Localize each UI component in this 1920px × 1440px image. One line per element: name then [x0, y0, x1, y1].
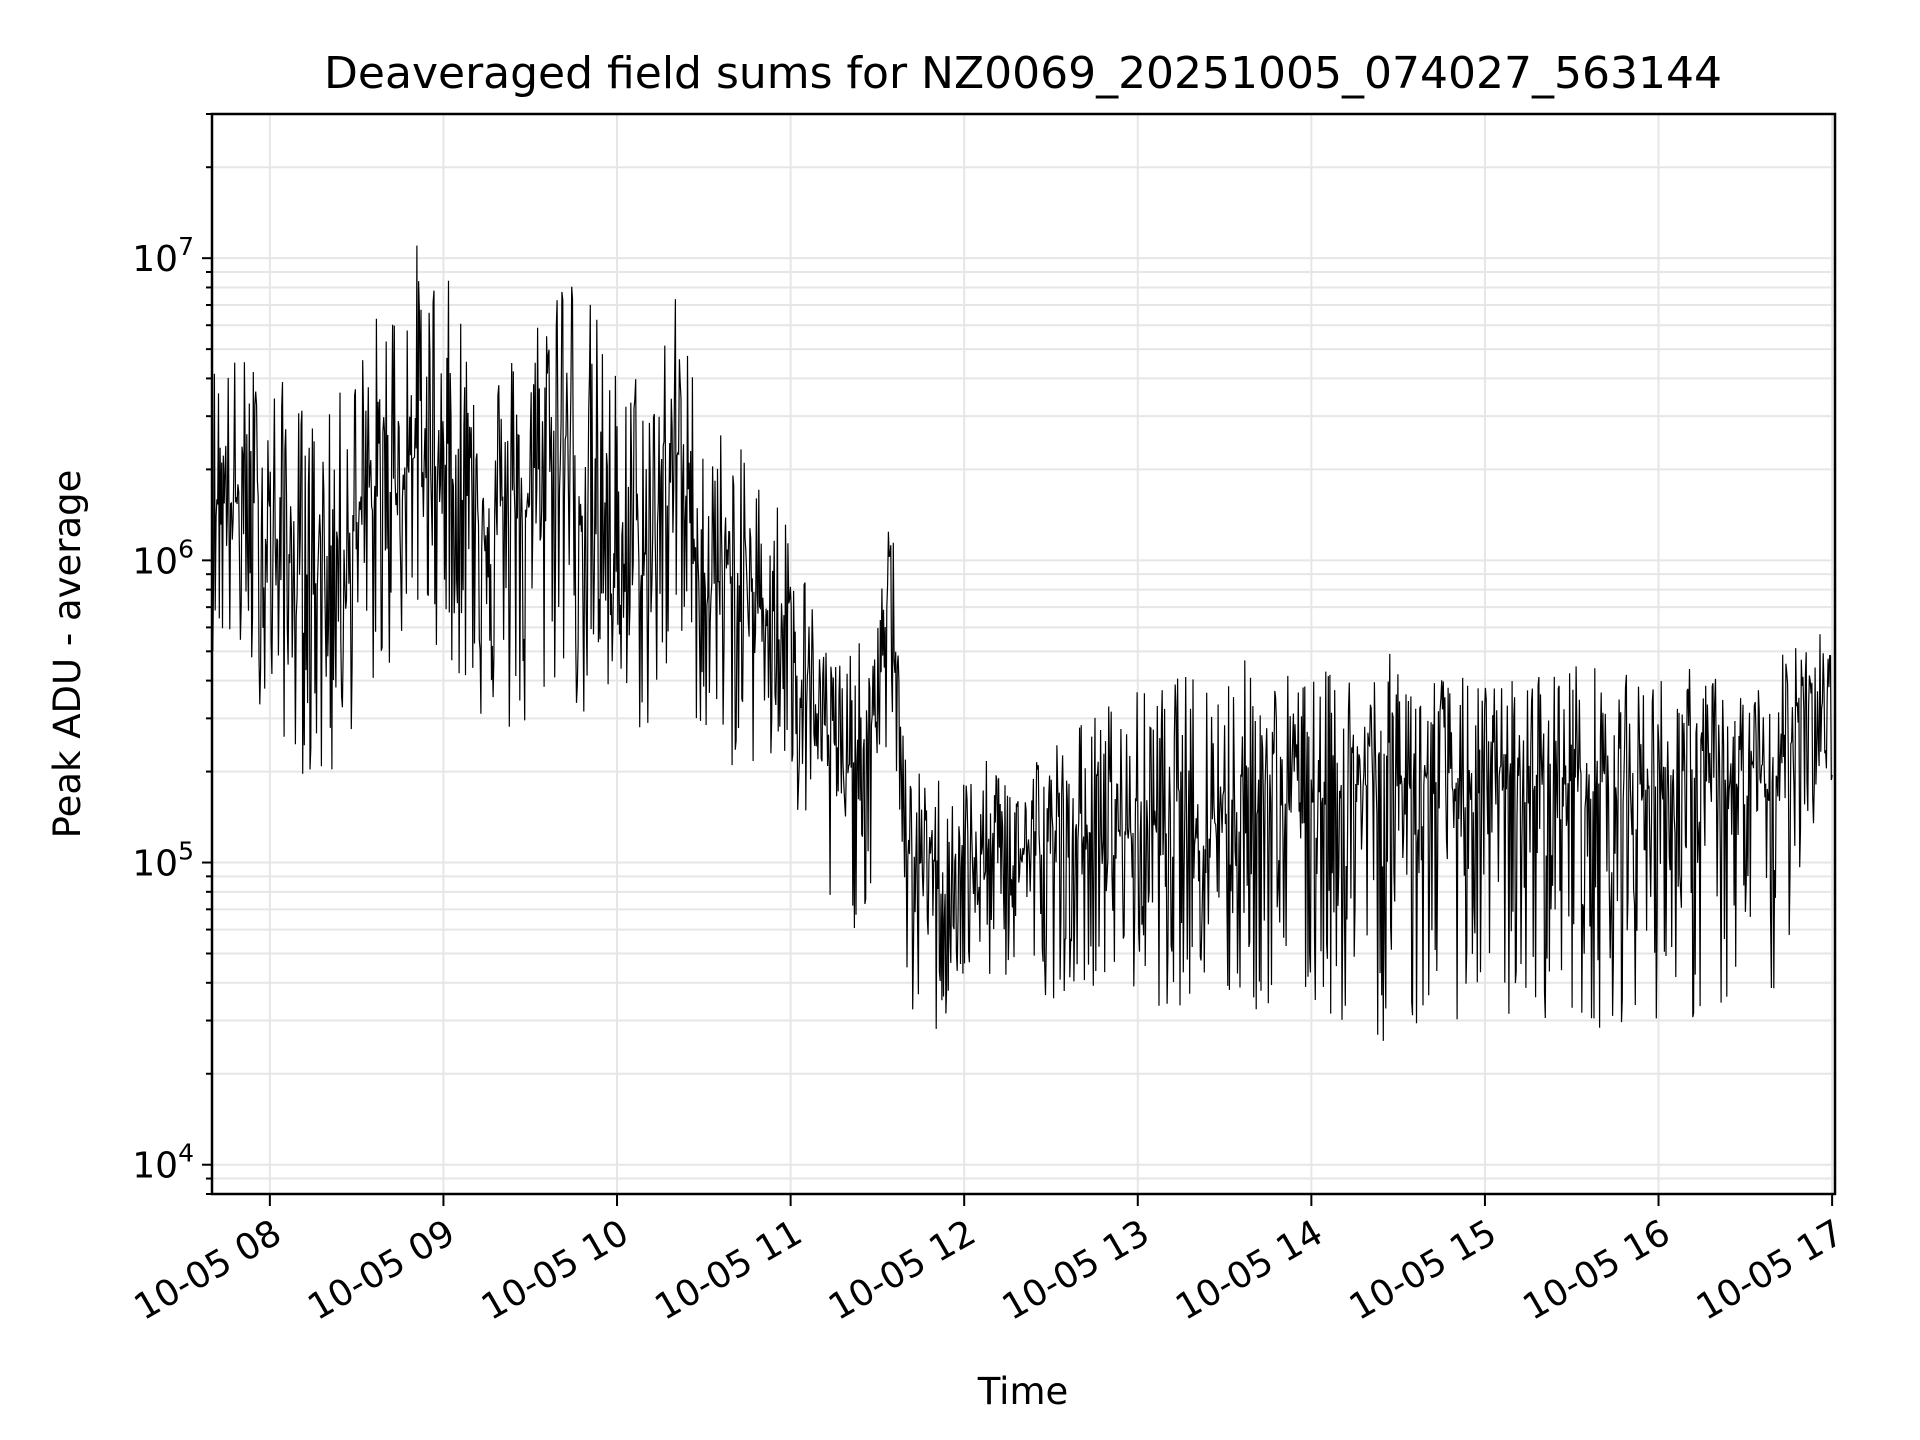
y-tick-label-base: 10: [132, 1146, 178, 1187]
series-line: [211, 245, 1833, 1041]
y-tick-label: 105: [132, 837, 194, 885]
y-tick-label: 106: [132, 534, 194, 582]
y-tick-label: 107: [132, 232, 194, 280]
x-axis-label: Time: [977, 1370, 1069, 1413]
y-tick-label-exponent: 5: [178, 837, 194, 866]
y-tick-label-exponent: 7: [178, 232, 194, 261]
y-tick-label-base: 10: [132, 844, 178, 885]
y-tick-label-exponent: 6: [178, 534, 194, 563]
y-tick-label-base: 10: [132, 541, 178, 582]
y-tick-label-base: 10: [132, 239, 178, 280]
plot-frame: [210, 112, 1837, 1196]
grid: [212, 113, 1835, 1195]
y-tick-label-exponent: 4: [178, 1139, 194, 1168]
y-tick-label: 104: [132, 1139, 194, 1187]
series-layer: [211, 245, 1833, 1041]
y-axis-label: Peak ADU - average: [46, 470, 89, 839]
chart-title: Deaveraged field sums for NZ0069_2025100…: [324, 48, 1722, 99]
